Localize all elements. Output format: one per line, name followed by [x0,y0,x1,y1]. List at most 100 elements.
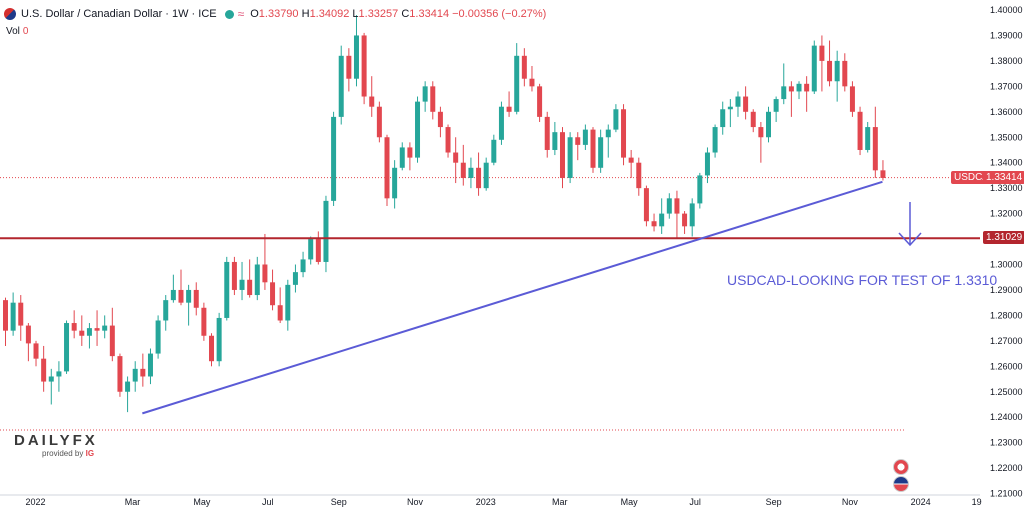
chart-header: U.S. Dollar / Canadian Dollar · 1W · ICE… [4,4,546,24]
candle-body [491,139,497,163]
candle-body [796,83,802,92]
logo-brand: DAILYFX [14,432,98,449]
candle-body [407,147,413,158]
candle-body [735,96,741,107]
candle-body [48,376,54,382]
y-tick-label: 1.21000 [990,489,1023,499]
candle-body [590,129,596,168]
x-tick-label: Nov [842,497,859,507]
candle-body [827,60,833,82]
x-tick-label: Mar [125,497,141,507]
x-tick-label: Mar [552,497,568,507]
candle-body [231,261,237,290]
candle-body [18,302,24,326]
x-tick-label: Jul [262,497,274,507]
current-price-tag: 1.33414 [983,171,1024,184]
y-tick-label: 1.25000 [990,387,1023,397]
x-tick-label: May [193,497,211,507]
candle-body [674,198,680,214]
candle-body [468,167,474,178]
candle-body [743,96,749,112]
symbol-title[interactable]: U.S. Dollar / Canadian Dollar · 1W · ICE [21,8,217,20]
candle-body [727,106,733,110]
candle-body [117,356,123,392]
dailyfx-logo: DAILYFX provided by IG [14,432,98,458]
currency-flag-icon [4,8,16,20]
candle-body [834,60,840,82]
candle-body [109,325,115,357]
candle-body [514,55,520,112]
market-status-icon [224,9,234,19]
candle-body [613,109,619,130]
candle-body [292,272,298,285]
candle-body [697,175,703,204]
candle-body [666,198,672,214]
y-tick-label: 1.37000 [990,81,1023,91]
candle-body [750,111,756,128]
candle-body [460,162,466,178]
candle-body [346,55,352,79]
candle-body [163,300,169,321]
y-tick-label: 1.39000 [990,30,1023,40]
candle-body [689,203,695,227]
candle-body [384,137,390,199]
candle-body [880,170,886,178]
level-price-tag: 1.31029 [983,231,1024,244]
candle-body [132,368,138,382]
trendline [142,180,883,415]
candle-body [819,45,825,61]
candle-body [621,109,627,158]
candle-body [476,167,482,189]
candle-body [147,353,153,377]
candle-body [155,320,161,354]
candle-body [79,330,85,336]
candle-body [86,328,92,336]
annotation-text: USDCAD-LOOKING FOR TEST OF 1.3310 [727,272,998,288]
candle-body [25,325,31,344]
canada-flag-icon[interactable] [893,459,909,475]
candle-body [544,116,550,150]
candle-body [277,305,283,321]
y-tick-label: 1.28000 [990,310,1023,320]
y-tick-label: 1.34000 [990,158,1023,168]
x-tick-label: 19 [972,497,982,507]
candle-body [849,86,855,112]
candle-body [285,284,291,321]
candle-body [71,323,77,331]
candle-body [262,264,268,283]
candle-body [498,106,504,140]
candle-body [338,55,344,117]
candle-body [178,289,184,303]
y-tick-label: 1.40000 [990,5,1023,15]
candle-body [140,368,146,377]
candle-body [605,129,611,138]
candle-body [537,86,543,117]
candle-body [224,261,230,318]
candle-body [64,323,70,372]
candle-body [361,35,367,97]
candle-body [247,279,253,296]
candle-body [651,221,657,227]
candle-body [529,78,535,87]
ohlc-readout: O1.33790 H1.34092 L1.33257 C1.33414 −0.0… [250,8,547,20]
y-tick-label: 1.29000 [990,285,1023,295]
candle-body [308,239,314,260]
candle-body [186,289,192,303]
indicator-icon[interactable]: ≈ [237,7,245,21]
candle-body [628,157,634,163]
candle-body [453,152,459,163]
candle-body [216,317,222,362]
candle-body [643,188,649,222]
y-tick-label: 1.22000 [990,463,1023,473]
x-tick-label: May [621,497,639,507]
candle-body [376,106,382,138]
x-tick-label: 2023 [476,497,496,507]
candle-body [483,162,489,189]
candle-body [682,213,688,227]
x-tick-label: Jul [689,497,701,507]
y-tick-label: 1.32000 [990,209,1023,219]
candle-body [193,289,199,308]
change-value: −0.00356 (−0.27%) [452,8,547,20]
us-flag-icon[interactable] [893,476,909,492]
